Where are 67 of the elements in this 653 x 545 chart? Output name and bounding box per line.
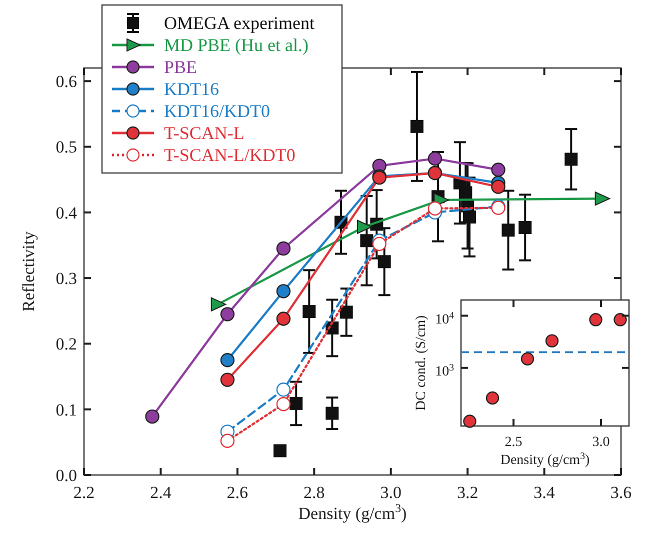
point [220,434,235,448]
x-tick-label: 2.6 [226,483,248,502]
x-tick-label: 2.2 [73,483,95,502]
point [564,152,578,166]
legend-label: KDT16 [164,79,219,99]
y-tick-label: 0.3 [56,269,77,288]
point [220,307,235,322]
legend-label: PBE [164,57,198,77]
point [462,210,476,224]
x-tick-label: 2.8 [304,483,325,502]
legend-label: T-SCAN-L/KDT0 [164,145,296,165]
x-tick-label: 3.4 [534,483,556,502]
point [491,162,506,177]
point [357,220,372,234]
x-axis-title: Density (g/cm$^{3}$) [500,450,590,468]
y-axis-title: DC cond. (S/cm) [414,315,429,411]
x-axis-title: Density (g/cm$^{3}$) [298,501,407,523]
point [545,334,559,348]
y-tick-label: 10$^{3}$ [435,362,454,380]
point [276,382,291,397]
point [520,352,534,366]
point [589,313,602,326]
point [428,201,442,216]
x-tick-label: 2.4 [150,483,172,502]
x-tick-label: 3.0 [592,435,610,450]
point [210,297,226,312]
point [486,391,500,405]
legend-label: OMEGA experiment [164,13,314,33]
x-tick-label: 3.0 [380,483,402,502]
point [290,396,303,410]
point [594,192,610,206]
legend-label: T-SCAN-L [164,123,244,143]
legend-label: KDT16/KDT0 [164,101,270,121]
point [614,313,627,326]
legend-label: MD PBE (Hu et al.) [164,35,308,55]
point [276,397,291,412]
point [378,255,391,268]
point [428,151,442,166]
point [360,234,374,248]
point [459,186,472,200]
point [518,221,532,234]
x-tick-label: 3.2 [456,483,478,502]
x-tick-label: 2.5 [504,435,522,450]
point [276,284,291,298]
y-tick-label: 0.1 [56,400,77,420]
point [372,236,386,252]
point [326,406,339,420]
x-tick-label: 3.6 [610,483,632,502]
y-tick-label: 10$^{4}$ [435,310,454,328]
point [410,120,424,133]
point [276,312,291,326]
y-tick-label: 0.4 [56,203,78,222]
point [274,444,287,458]
y-tick-label: 0.0 [56,466,77,485]
point [340,306,353,319]
point [302,305,316,318]
point [463,414,476,428]
point [145,409,160,424]
point [491,180,506,194]
y-tick-label: 0.2 [56,334,77,354]
point [220,372,235,387]
y-axis-title: Reflectivity [19,230,38,312]
point [220,353,235,368]
point [502,224,515,237]
point [276,241,291,256]
y-tick-label: 0.5 [56,138,77,157]
y-tick-label: 0.6 [56,72,77,92]
